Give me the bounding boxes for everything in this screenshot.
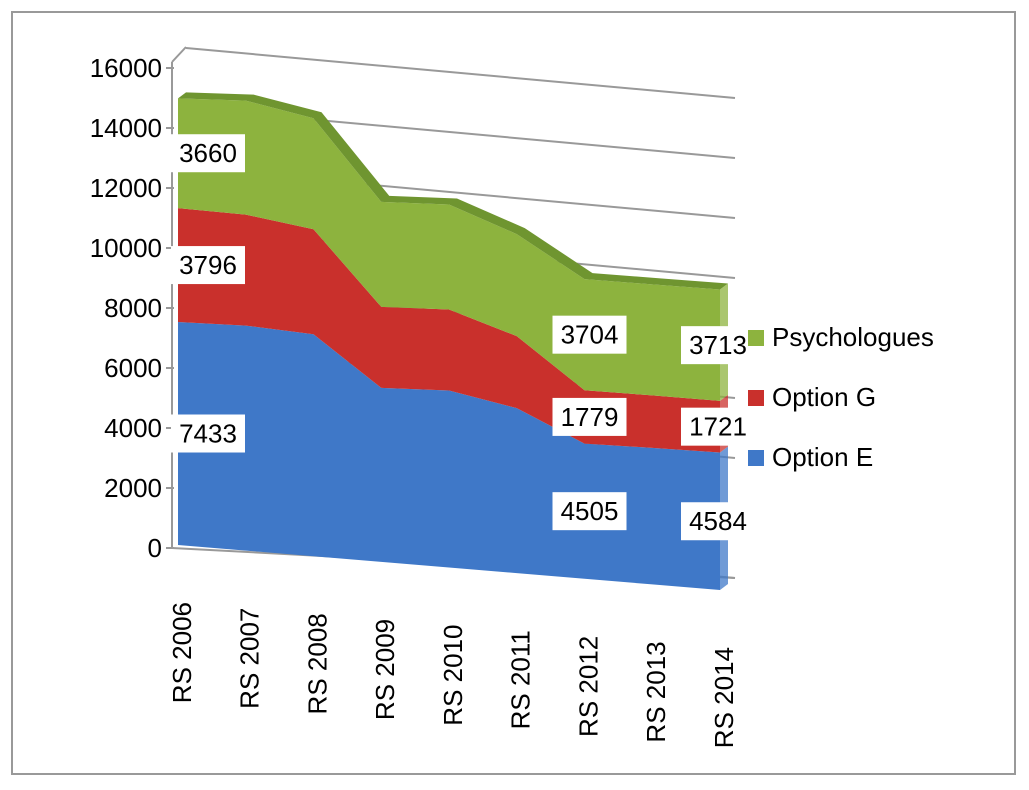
data-label-box [171, 134, 245, 173]
data-label: 7433 [179, 418, 237, 448]
legend-label: Option E [772, 442, 873, 472]
x-tick-label: RS 2011 [506, 630, 536, 729]
x-tick-label: RS 2010 [438, 625, 468, 726]
data-label: 1779 [561, 402, 619, 432]
x-tick-label: RS 2006 [167, 602, 197, 703]
data-label-box [552, 315, 627, 354]
y-tick-label: 14000 [90, 113, 162, 143]
data-label: 3796 [179, 250, 237, 280]
x-tick-label: RS 2008 [302, 613, 332, 714]
y-tick-label: 0 [148, 533, 162, 563]
grid-line [185, 47, 736, 99]
y-tick-label: 2000 [104, 473, 162, 503]
x-tick-label: RS 2013 [641, 641, 671, 742]
legend-label: Psychologues [772, 322, 934, 352]
x-tick-label: RS 2009 [370, 619, 400, 720]
legend-swatch [748, 330, 764, 346]
data-label: 4584 [689, 506, 747, 536]
data-label-box [681, 326, 755, 365]
data-label: 4505 [561, 496, 619, 526]
data-label-box [681, 502, 755, 541]
data-label-box [681, 407, 755, 446]
x-tick-label: RS 2007 [235, 608, 265, 709]
legend-swatch [748, 450, 764, 466]
x-tick-label: RS 2012 [573, 636, 603, 737]
y-tick-label: 6000 [104, 353, 162, 383]
data-label: 3660 [179, 138, 237, 168]
data-label: 3704 [561, 320, 619, 350]
y-tick-label: 12000 [90, 173, 162, 203]
data-label: 1721 [689, 412, 747, 442]
x-tick-label: RS 2014 [709, 647, 739, 748]
legend-label: Option G [772, 382, 876, 412]
data-label: 3713 [689, 330, 747, 360]
legend-swatch [748, 390, 764, 406]
data-label-box [171, 246, 245, 285]
data-label-box [552, 492, 627, 531]
y-tick-label: 8000 [104, 293, 162, 323]
y-tick-label: 4000 [104, 413, 162, 443]
y-tick-label: 16000 [90, 53, 162, 83]
data-label-box [171, 414, 245, 453]
wall-top [171, 46, 187, 63]
area [178, 208, 720, 453]
y-tick-label: 10000 [90, 233, 162, 263]
data-label-box [552, 397, 627, 436]
